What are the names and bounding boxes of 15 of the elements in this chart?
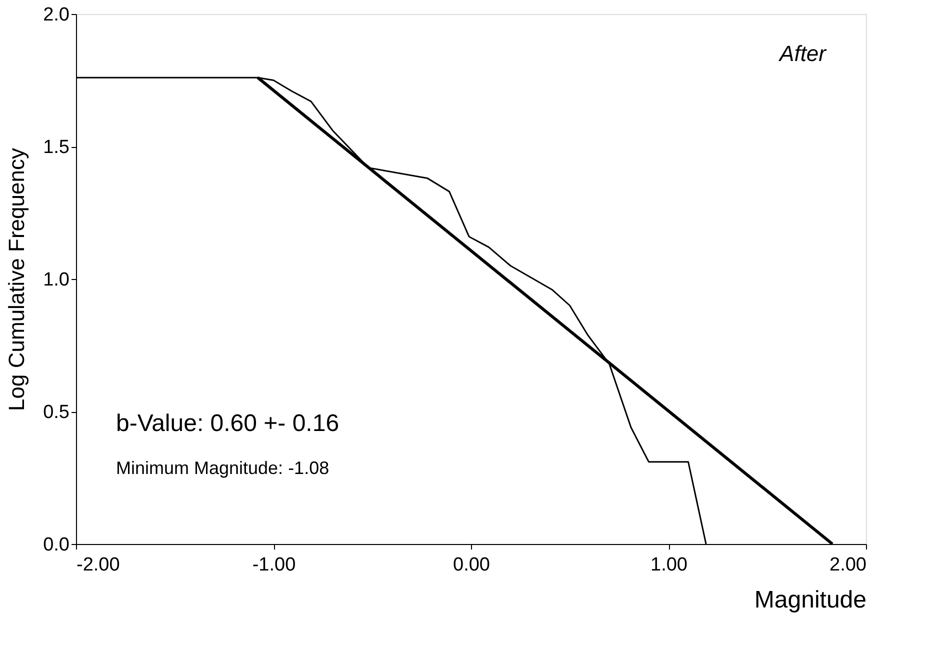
x-tick-label: 0.00 bbox=[453, 554, 490, 576]
y-tick-label: 1.0 bbox=[43, 270, 70, 290]
y-tick-label: 1.5 bbox=[43, 137, 70, 158]
x-tick-label: 1.00 bbox=[650, 554, 688, 576]
x-tick-label: -1.00 bbox=[252, 554, 296, 576]
x-tick-label: 2.00 bbox=[830, 554, 866, 576]
annotation: Minimum Magnitude: -1.08 bbox=[116, 458, 330, 478]
y-tick-label: 2.0 bbox=[43, 4, 70, 26]
y-tick-label: 0.0 bbox=[43, 534, 70, 556]
y-axis-title: Log Cumulative Frequency bbox=[4, 148, 30, 411]
annotation: After bbox=[778, 41, 828, 66]
x-tick-label: -2.00 bbox=[76, 554, 120, 576]
annotation: b-Value: 0.60 +- 0.16 bbox=[116, 410, 340, 437]
x-axis-title: Magnitude bbox=[754, 586, 866, 614]
y-tick-label: 0.5 bbox=[43, 402, 70, 423]
